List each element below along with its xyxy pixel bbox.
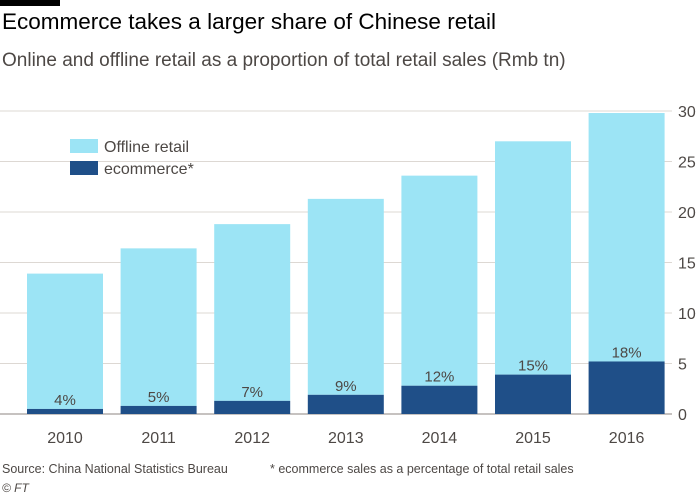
bar-offline-2013 bbox=[307, 198, 384, 395]
data-label-2013: 9% bbox=[335, 378, 357, 395]
bar-offline-2015 bbox=[495, 141, 571, 375]
x-tick-label-2015: 2015 bbox=[515, 430, 551, 447]
bar-offline-2012 bbox=[214, 224, 291, 401]
bar-ecommerce-2014 bbox=[401, 385, 478, 414]
y-tick-label: 0 bbox=[678, 407, 687, 424]
source-note: Source: China National Statistics Bureau bbox=[2, 462, 228, 476]
bar-offline-2016 bbox=[588, 113, 665, 362]
bar-offline-2014 bbox=[401, 175, 478, 386]
bar-offline-2011 bbox=[120, 248, 197, 406]
y-tick-label: 25 bbox=[678, 155, 696, 172]
bar-ecommerce-2011 bbox=[120, 405, 197, 414]
bars bbox=[27, 113, 665, 414]
x-tick-label-2013: 2013 bbox=[328, 430, 364, 447]
x-tick-label-2014: 2014 bbox=[422, 430, 458, 447]
bar-ecommerce-2013 bbox=[307, 394, 384, 414]
legend-label-offline: Offline retail bbox=[104, 139, 189, 156]
brand-bar bbox=[0, 0, 60, 6]
bar-ecommerce-2010 bbox=[27, 408, 103, 414]
bar-ecommerce-2012 bbox=[214, 400, 291, 414]
bar-ecommerce-2016 bbox=[588, 361, 665, 414]
x-tick-label-2016: 2016 bbox=[609, 430, 645, 447]
data-label-2014: 12% bbox=[424, 369, 454, 386]
data-label-2015: 15% bbox=[518, 358, 548, 375]
x-axis-ticks: 2010 2011 2012 2013 2014 2015 2016 bbox=[47, 430, 644, 447]
legend: Offline retail ecommerce* bbox=[70, 139, 194, 178]
y-tick-label: 5 bbox=[678, 357, 687, 374]
y-axis-ticks: 0 5 10 15 20 25 30 bbox=[678, 104, 696, 424]
legend-swatch-offline bbox=[70, 139, 98, 153]
data-label-2011: 5% bbox=[148, 389, 170, 406]
x-tick-label-2010: 2010 bbox=[47, 430, 83, 447]
x-tick-label-2011: 2011 bbox=[141, 430, 176, 447]
data-label-2016: 18% bbox=[612, 344, 642, 361]
data-label-2012: 7% bbox=[241, 384, 263, 401]
chart-subtitle: Online and offline retail as a proportio… bbox=[2, 50, 566, 71]
credit: © FT bbox=[2, 481, 29, 495]
data-labels: 4% 5% 7% 9% 12% 15% 18% bbox=[54, 344, 641, 408]
bar-offline-2010 bbox=[27, 273, 103, 409]
bar-ecommerce-2015 bbox=[495, 374, 571, 414]
data-label-2010: 4% bbox=[54, 392, 76, 409]
legend-swatch-ecommerce bbox=[70, 161, 98, 175]
y-tick-label: 30 bbox=[678, 104, 696, 121]
footnote: * ecommerce sales as a percentage of tot… bbox=[270, 462, 574, 476]
x-tick-label-2012: 2012 bbox=[234, 430, 270, 447]
y-tick-label: 10 bbox=[678, 306, 696, 323]
chart-title: Ecommerce takes a larger share of Chines… bbox=[2, 9, 496, 34]
legend-label-ecommerce: ecommerce* bbox=[104, 161, 194, 178]
y-tick-label: 20 bbox=[678, 205, 696, 222]
y-tick-label: 15 bbox=[678, 256, 696, 273]
